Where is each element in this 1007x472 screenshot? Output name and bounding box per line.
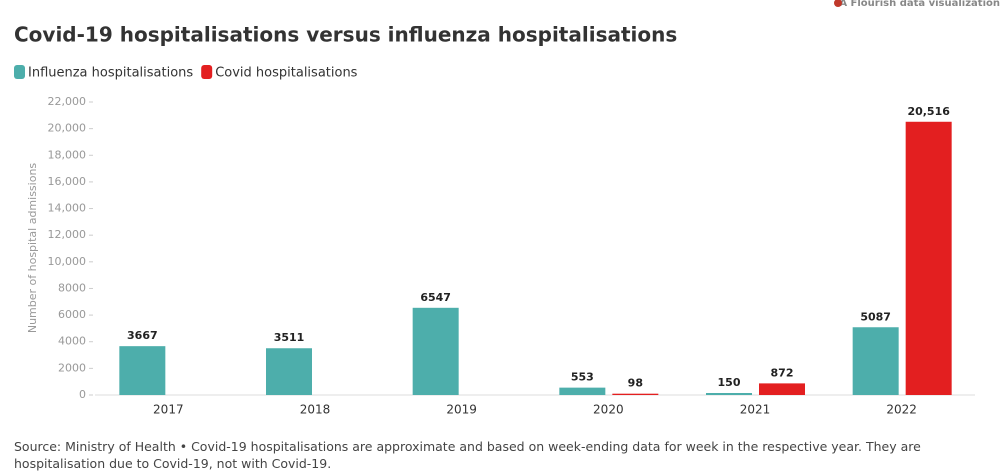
y-tick-label: 12,000	[48, 228, 87, 241]
value-label: 3667	[127, 329, 158, 342]
x-tick-label: 2022	[886, 403, 917, 417]
y-tick-label: 20,000	[48, 122, 87, 135]
y-tick-label: 4000	[58, 335, 86, 348]
x-tick-label: 2017	[153, 403, 184, 417]
y-tick-label: 2000	[58, 361, 86, 374]
chart-title: Covid-19 hospitalisations versus influen…	[14, 23, 677, 47]
chart: A Flourish data visualization Covid-19 h…	[14, 0, 1000, 417]
y-tick-label: 18,000	[48, 148, 87, 161]
value-label: 5087	[860, 310, 891, 323]
y-tick-label: 10,000	[48, 255, 87, 268]
bar	[852, 327, 899, 395]
bar	[759, 383, 805, 395]
value-label: 6547	[420, 291, 451, 304]
y-tick-label: 6000	[58, 308, 86, 321]
legend-label: Covid hospitalisations	[215, 66, 357, 81]
value-label: 98	[628, 377, 643, 390]
legend-swatch	[201, 65, 213, 79]
bar	[412, 307, 459, 395]
credit-icon	[834, 0, 842, 7]
y-tick-label: 16,000	[48, 175, 87, 188]
bar	[119, 346, 166, 395]
value-label: 20,516	[907, 105, 950, 118]
credit[interactable]: A Flourish data visualization	[839, 0, 1000, 9]
value-label: 3511	[274, 331, 305, 344]
bar	[559, 387, 606, 395]
x-tick-label: 2019	[446, 403, 477, 417]
bar	[612, 393, 659, 395]
y-tick-label: 14,000	[48, 202, 87, 215]
value-label: 150	[718, 376, 741, 389]
y-axis-label: Number of hospital admissions	[26, 163, 39, 334]
source-note: Source: Ministry of Health • Covid-19 ho…	[14, 439, 921, 471]
bar	[266, 348, 312, 395]
y-tick-label: 8000	[58, 281, 86, 294]
x-tick-label: 2021	[740, 403, 771, 417]
y-tick-label: 22,000	[48, 95, 87, 108]
legend-label: Influenza hospitalisations	[28, 66, 193, 81]
value-label: 872	[771, 366, 794, 379]
x-tick-label: 2018	[300, 403, 331, 417]
y-tick-label: 0	[79, 388, 86, 401]
legend-swatch	[14, 65, 25, 79]
x-tick-label: 2020	[593, 403, 624, 417]
value-label: 553	[571, 371, 594, 384]
bar	[706, 393, 752, 395]
bar	[905, 121, 952, 395]
